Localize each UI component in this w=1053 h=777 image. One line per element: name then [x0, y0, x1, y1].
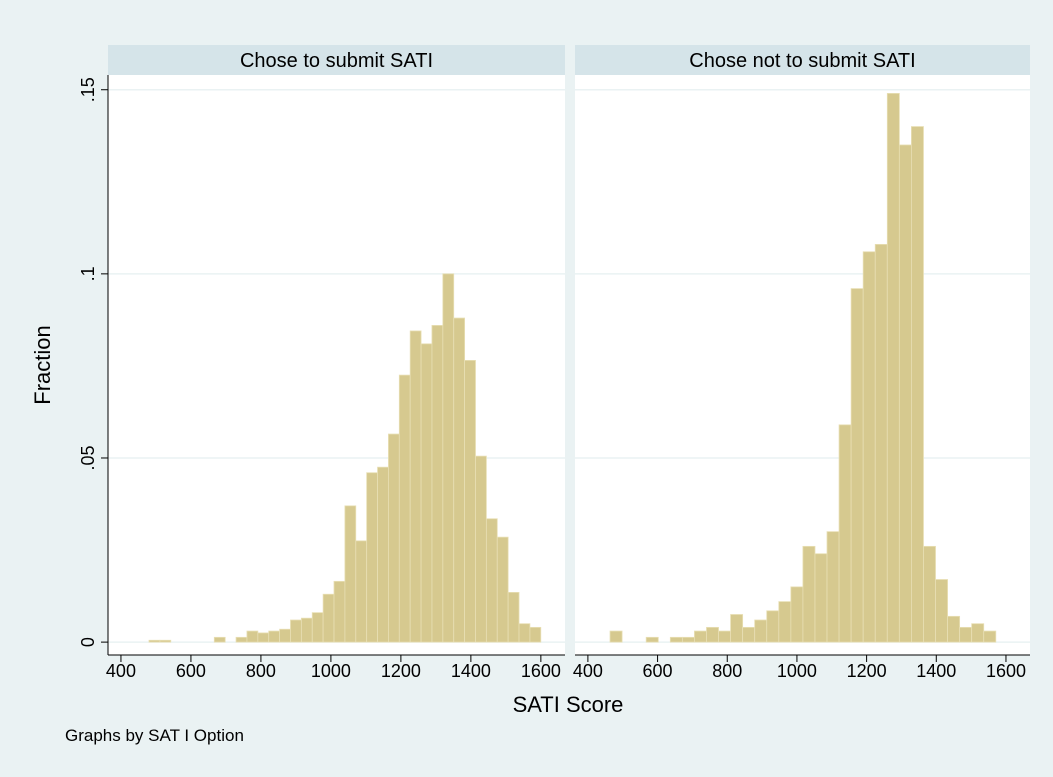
bar: [718, 630, 731, 643]
bar: [300, 617, 313, 643]
bar: [388, 433, 400, 643]
bar: [496, 536, 509, 643]
panel-header: [108, 45, 565, 75]
bar: [778, 601, 792, 643]
bar: [213, 636, 226, 643]
bar: [333, 580, 346, 643]
x-tick-label: 1000: [777, 661, 817, 681]
x-tick-label: 400: [573, 661, 603, 681]
plot-area: [575, 75, 1030, 655]
x-tick-label: 600: [176, 661, 206, 681]
panel-title: Chose to submit SATI: [240, 50, 433, 72]
bar: [862, 251, 876, 643]
bar: [645, 636, 659, 643]
bar: [983, 630, 997, 643]
bar: [898, 144, 912, 643]
note: Graphs by SAT I Option: [65, 726, 244, 745]
bar: [453, 317, 466, 643]
bar: [377, 466, 389, 643]
bar: [694, 630, 707, 643]
y-tick-label: .05: [78, 445, 98, 470]
bar: [669, 636, 683, 643]
bar: [959, 626, 973, 643]
y-tick-label: .15: [78, 77, 98, 102]
y-tick-label: 0: [78, 637, 98, 647]
x-tick-label: 1200: [847, 661, 887, 681]
bar: [850, 288, 864, 643]
bar: [366, 472, 378, 643]
bar: [246, 630, 259, 643]
bar: [814, 553, 828, 643]
bar: [766, 610, 780, 643]
x-tick-label: 800: [712, 661, 742, 681]
bar: [935, 579, 948, 643]
bar: [706, 626, 719, 643]
bar: [344, 505, 357, 643]
bar: [802, 545, 816, 643]
bar: [923, 545, 936, 643]
bar: [730, 614, 744, 643]
bar: [790, 586, 804, 643]
bar: [681, 636, 695, 643]
x-tick-label: 1200: [381, 661, 421, 681]
bar: [507, 591, 520, 643]
bar: [290, 619, 302, 643]
y-tick-label: .1: [78, 266, 98, 281]
bar: [838, 424, 852, 643]
bar: [268, 630, 281, 643]
bar: [886, 93, 900, 643]
bar: [475, 455, 487, 643]
bar: [754, 619, 768, 643]
bar: [235, 636, 248, 643]
bar: [971, 623, 985, 643]
x-tick-label: 1400: [916, 661, 956, 681]
x-tick-label: 1600: [986, 661, 1026, 681]
bar: [464, 359, 476, 643]
panel-header: [575, 45, 1030, 75]
bar: [742, 626, 756, 643]
x-tick-label: 400: [106, 661, 136, 681]
bar: [911, 126, 924, 643]
x-tick-label: 600: [643, 661, 673, 681]
bar: [409, 330, 422, 643]
x-tick-label: 800: [246, 661, 276, 681]
bar: [947, 615, 961, 643]
bar: [874, 243, 888, 643]
bar: [279, 628, 291, 643]
x-tick-label: 1400: [451, 661, 491, 681]
bar: [159, 639, 172, 643]
bar: [431, 325, 444, 643]
bar: [529, 626, 542, 643]
bar: [442, 273, 455, 643]
bar: [609, 630, 623, 643]
bar: [518, 623, 531, 643]
y-axis-label: Fraction: [30, 325, 55, 404]
bar: [420, 343, 433, 643]
bar: [826, 531, 840, 643]
bar: [257, 632, 270, 643]
bar: [485, 518, 498, 643]
bar: [322, 593, 335, 643]
x-tick-label: 1000: [311, 661, 351, 681]
bar: [398, 374, 411, 643]
x-tick-label: 1600: [521, 661, 561, 681]
bar: [355, 540, 368, 643]
bar: [148, 639, 161, 643]
x-axis-label: SATI Score: [513, 692, 624, 717]
bar: [311, 612, 324, 643]
panel-title: Chose not to submit SATI: [689, 50, 915, 72]
